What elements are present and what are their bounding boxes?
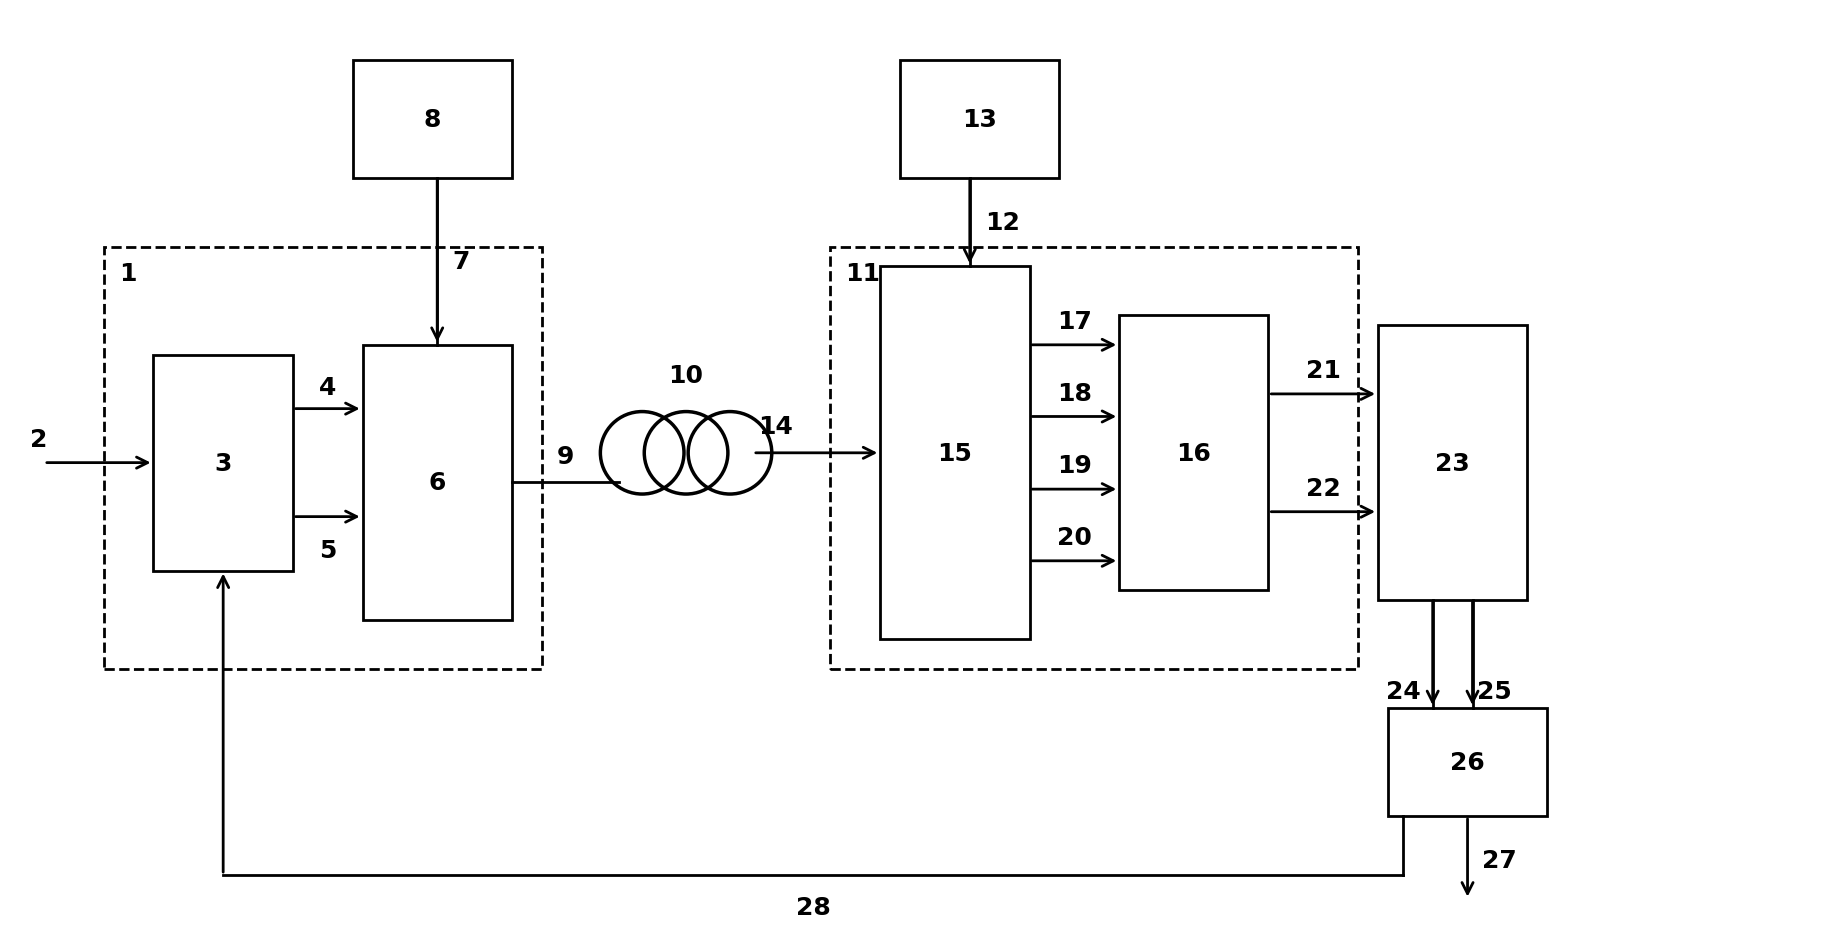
Text: 22: 22 (1306, 476, 1341, 501)
Text: 4: 4 (320, 375, 336, 400)
Text: 14: 14 (757, 414, 792, 438)
Bar (103, 248, 541, 669)
Bar (899, 61, 1060, 179)
Bar (153, 355, 294, 571)
Bar (1387, 708, 1548, 816)
Bar (353, 61, 512, 179)
Text: 2: 2 (30, 427, 48, 451)
Text: 20: 20 (1056, 526, 1092, 550)
Text: 25: 25 (1478, 679, 1513, 704)
Bar (362, 346, 512, 620)
Text: 21: 21 (1306, 359, 1341, 383)
Text: 17: 17 (1056, 310, 1092, 334)
Text: 28: 28 (796, 895, 831, 919)
Text: 11: 11 (846, 262, 881, 286)
Text: 13: 13 (962, 108, 997, 132)
Text: 12: 12 (984, 210, 1020, 235)
Text: 15: 15 (938, 441, 972, 465)
Text: 19: 19 (1056, 454, 1092, 477)
Text: 26: 26 (1450, 750, 1485, 774)
Text: 8: 8 (423, 108, 441, 132)
Bar (1119, 316, 1269, 590)
Text: 18: 18 (1056, 381, 1092, 405)
Text: 3: 3 (214, 451, 233, 476)
Text: 9: 9 (556, 444, 574, 468)
Text: 10: 10 (669, 363, 704, 387)
Bar (831, 248, 1358, 669)
Text: 7: 7 (453, 250, 469, 274)
Text: 23: 23 (1435, 451, 1470, 476)
Text: 27: 27 (1483, 848, 1516, 872)
Bar (881, 267, 1029, 640)
Text: 1: 1 (118, 262, 137, 286)
Text: 24: 24 (1385, 679, 1420, 704)
Text: 16: 16 (1177, 441, 1212, 465)
Bar (1378, 325, 1527, 601)
Text: 5: 5 (320, 539, 336, 563)
Text: 6: 6 (429, 471, 445, 495)
